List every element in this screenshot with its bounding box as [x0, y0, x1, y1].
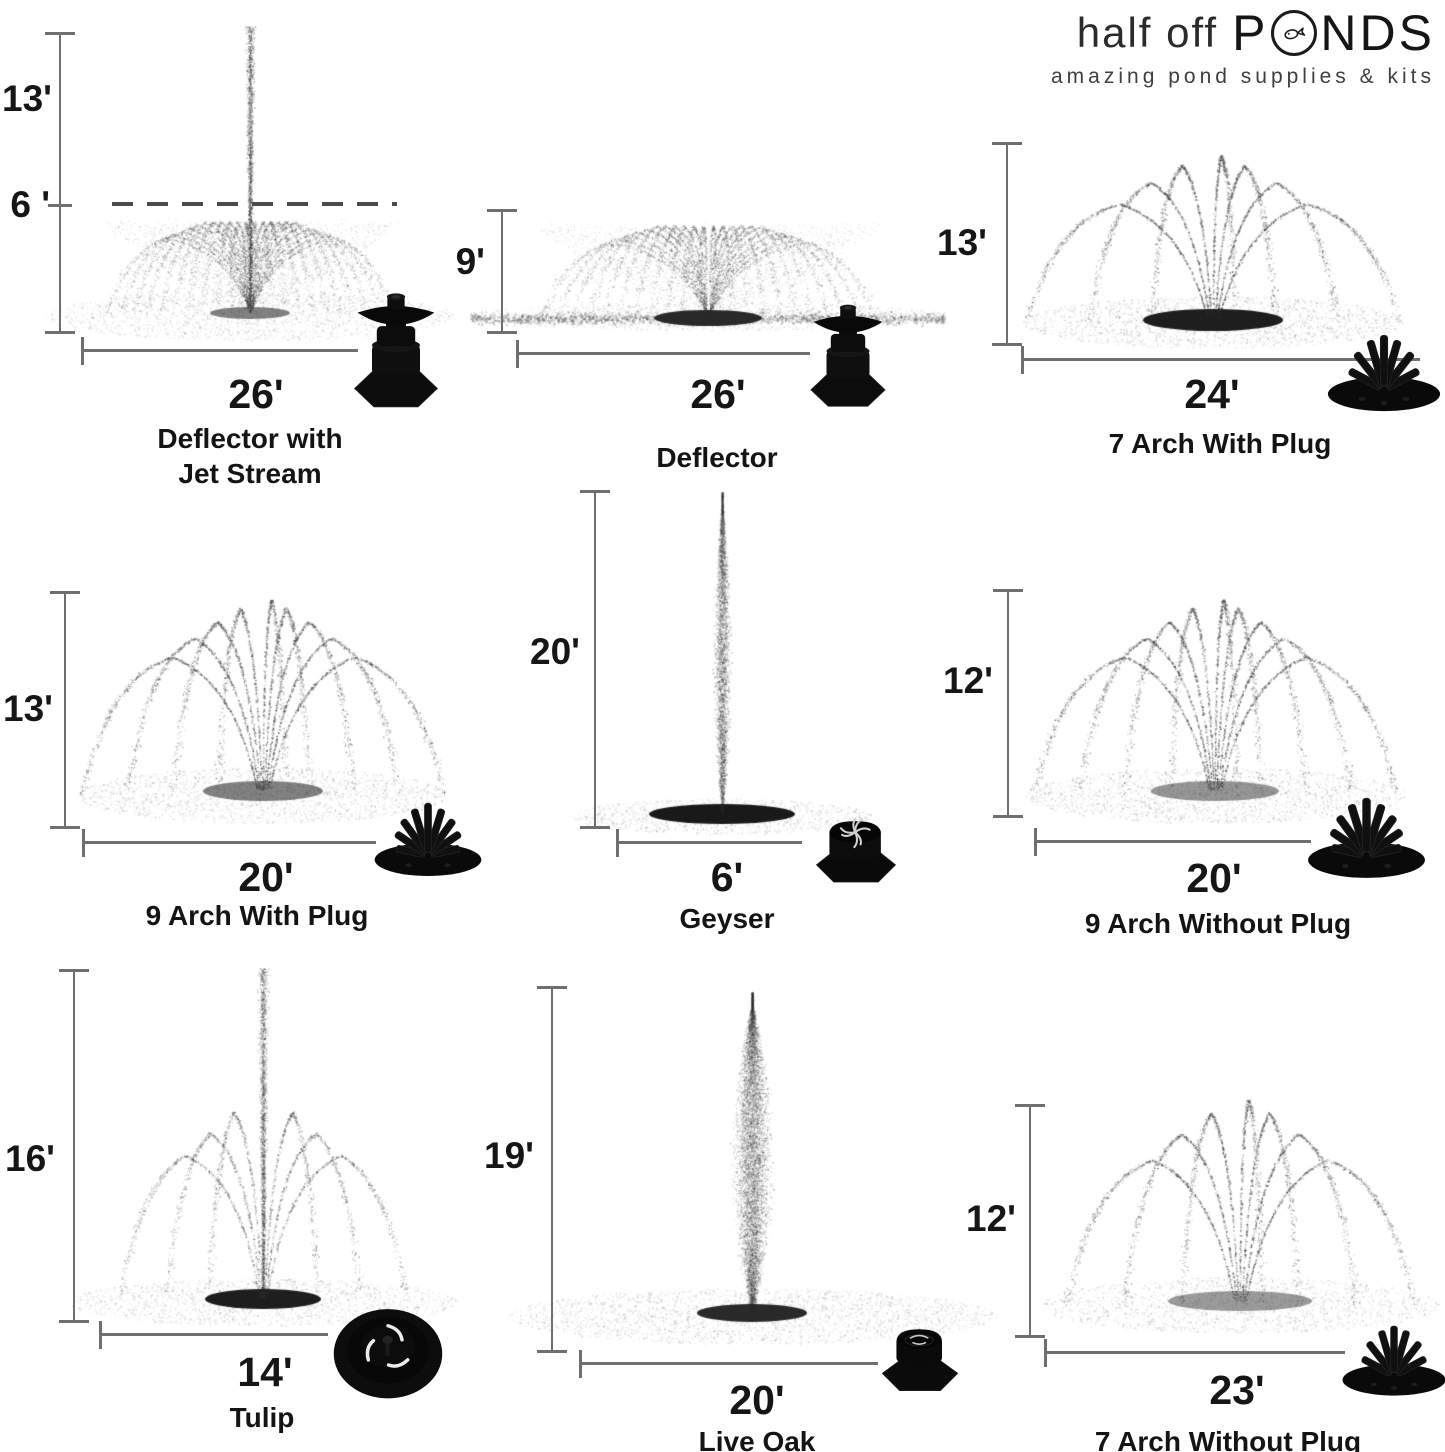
brand-name-thin: half off: [1076, 9, 1219, 56]
brand-wordmark: half off P NDS: [1051, 4, 1435, 62]
brand-logo: half off P NDS amazing pond supplies & k…: [1051, 4, 1435, 89]
brand-tagline: amazing pond supplies & kits: [1051, 65, 1435, 88]
brand-name-bold: P NDS: [1232, 5, 1435, 61]
fish-icon: [1284, 27, 1306, 40]
fish-circle: [1271, 10, 1318, 56]
